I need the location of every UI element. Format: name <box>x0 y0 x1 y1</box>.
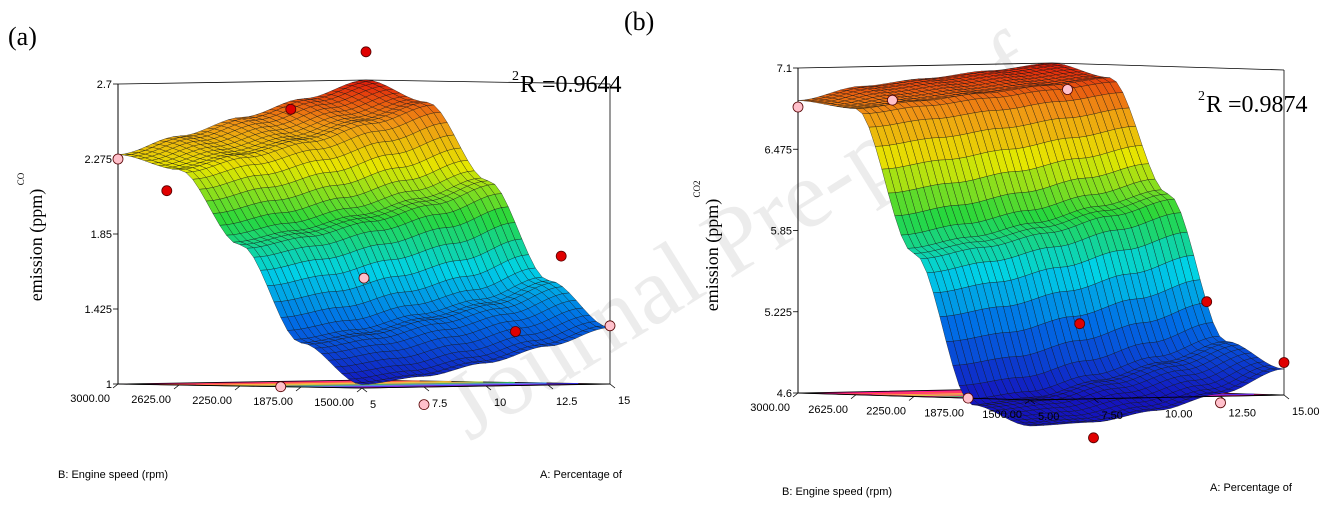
x-tick-label: 15 <box>618 395 630 407</box>
y-tick-mark <box>295 386 302 392</box>
x-tick-mark <box>609 383 616 389</box>
y-tick-mark <box>356 387 363 393</box>
y-tick-mark <box>173 384 180 390</box>
x-tick-label: 12.50 <box>1229 407 1257 419</box>
design-point-below <box>112 153 124 165</box>
surface-patch <box>1023 424 1038 427</box>
z-axis-label-prefix: CO <box>16 172 26 185</box>
z-tick-label: 6.475 <box>764 144 792 156</box>
x-tick-label: 7.50 <box>1102 410 1123 422</box>
r-squared-superscript: 2 <box>1198 89 1205 104</box>
x-tick-label: 5.00 <box>1038 411 1059 423</box>
design-point-above <box>1278 357 1290 368</box>
panel-a-co-emission-surface: 1 1.425 1.85 2.275 2.7 1500.00 1875.00 2250.00 2… <box>8 22 630 481</box>
design-point-below <box>1062 84 1073 95</box>
z-axis-label: emission (ppm) <box>702 199 723 312</box>
y-tick-mark <box>112 383 119 389</box>
panel-label: (b) <box>624 7 654 36</box>
z-tick-label: 5.85 <box>771 226 792 238</box>
axis-box-line <box>365 79 611 85</box>
y-axis-label: B: Engine speed (rpm) <box>58 469 168 481</box>
y-tick-label: 1500.00 <box>982 409 1022 421</box>
design-point-below <box>275 381 287 393</box>
floor-contour-line <box>222 381 484 387</box>
response-surface <box>797 62 1285 427</box>
x-tick-mark <box>1093 398 1099 404</box>
y-tick-label: 3000.00 <box>70 393 110 405</box>
design-point-below <box>1215 397 1226 409</box>
design-point-below <box>887 94 898 106</box>
y-tick-mark <box>1024 399 1031 405</box>
y-tick-label: 2250.00 <box>192 395 232 407</box>
z-tick-label: 1.425 <box>84 304 112 316</box>
y-tick-mark <box>792 392 799 398</box>
surface-patch <box>355 382 369 385</box>
z-tick-label: 2.275 <box>84 154 112 166</box>
x-tick-mark <box>1283 394 1290 400</box>
axis-box-line <box>117 79 367 85</box>
design-point-above <box>360 46 372 58</box>
design-point-below <box>418 399 430 411</box>
z-tick-label: 1.85 <box>91 229 112 241</box>
y-tick-mark <box>850 394 857 400</box>
design-point-below <box>962 392 974 404</box>
x-tick-mark <box>423 386 430 392</box>
floor-contour-line <box>286 382 547 388</box>
x-tick-label: 12.5 <box>556 396 577 408</box>
y-tick-label: 1875.00 <box>253 396 293 408</box>
r-squared-value: R =0.9874 <box>1206 92 1308 118</box>
y-tick-label: 2625.00 <box>131 394 171 406</box>
design-point-below <box>358 272 370 284</box>
x-axis-label: A: Percentage of <box>540 469 623 481</box>
z-axis-label: emission (ppm) <box>26 189 47 302</box>
x-tick-label: 10 <box>494 397 506 409</box>
axis-box-line <box>1051 62 1285 71</box>
r-squared-value: R =0.9644 <box>520 72 622 98</box>
design-point-above <box>161 185 173 197</box>
x-tick-mark <box>1029 399 1036 405</box>
x-tick-mark <box>1156 397 1163 402</box>
axis-box-line <box>797 62 1053 69</box>
design-point-below <box>792 101 804 113</box>
design-point-above <box>1088 432 1099 444</box>
x-tick-label: 5 <box>370 399 376 411</box>
panel-label: (a) <box>8 22 37 51</box>
y-tick-label: 2250.00 <box>866 406 906 418</box>
design-point-below <box>604 320 616 332</box>
y-tick-label: 1875.00 <box>924 407 964 419</box>
panel-b-co2-emission-surface: 4.6 5.225 5.85 6.475 7.1 1500.00 1875.00 2250.0… <box>624 7 1320 498</box>
x-tick-mark <box>547 384 554 390</box>
x-tick-label: 10.00 <box>1165 409 1193 421</box>
z-tick-label: 1 <box>106 379 112 391</box>
floor-contour-line <box>322 382 579 388</box>
z-tick-label: 7.1 <box>777 63 792 75</box>
y-tick-label: 3000.00 <box>750 402 790 414</box>
z-tick-label: 5.225 <box>764 307 792 319</box>
y-axis-label: B: Engine speed (rpm) <box>782 486 892 498</box>
design-point-above <box>285 103 297 115</box>
y-tick-label: 1500.00 <box>314 397 354 409</box>
response-surface <box>117 79 611 385</box>
x-tick-label: 15.00 <box>1292 406 1320 418</box>
z-axis-label-prefix: CO2 <box>692 180 702 197</box>
z-tick-label: 2.7 <box>97 79 112 91</box>
y-tick-mark <box>234 385 241 391</box>
r-squared-superscript: 2 <box>512 69 519 84</box>
x-tick-mark <box>361 387 368 393</box>
floor-contour-line <box>259 381 515 387</box>
design-point-above <box>555 250 567 262</box>
floor-contour-line <box>196 380 452 386</box>
y-tick-mark <box>908 396 915 401</box>
x-tick-mark <box>485 385 492 391</box>
design-point-above <box>1201 296 1213 308</box>
design-point-above <box>510 326 521 337</box>
x-tick-label: 7.5 <box>432 398 447 410</box>
x-axis-label: A: Percentage of <box>1210 482 1293 494</box>
design-point-above <box>1074 318 1086 330</box>
y-tick-label: 2625.00 <box>808 404 848 416</box>
z-tick-label: 4.6 <box>777 388 792 400</box>
